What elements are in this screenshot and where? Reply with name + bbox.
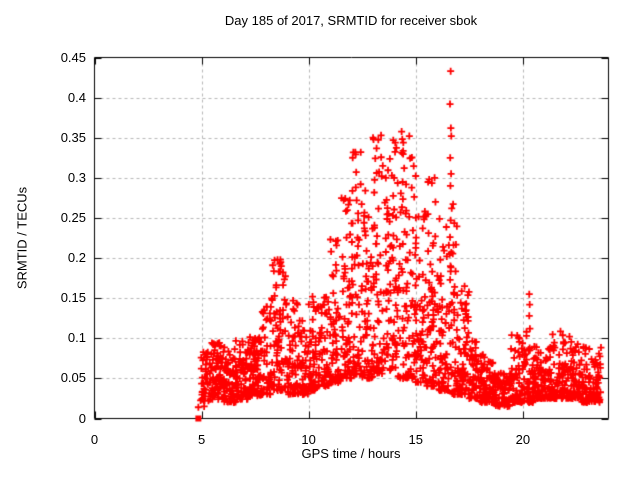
y-tick-label: 0.05 (60, 370, 86, 386)
y-tick-label: 0 (78, 410, 86, 426)
y-tick-label: 0.45 (60, 49, 86, 65)
y-tick-label: 0.1 (67, 330, 86, 346)
y-tick-label: 0.15 (60, 290, 86, 306)
x-axis-label: GPS time / hours (301, 446, 401, 461)
chart-title: Day 185 of 2017, SRMTID for receiver sbo… (224, 13, 478, 28)
x-tick-label: 0 (90, 432, 99, 447)
y-axis-label: SRMTID / TECUs (14, 186, 30, 290)
x-tick-label: 15 (408, 432, 423, 447)
y-tick-label: 0.25 (60, 209, 86, 225)
y-tick-label: 0.35 (60, 129, 86, 145)
x-tick-label: 20 (515, 432, 531, 447)
y-tick-label: 0.4 (67, 89, 86, 105)
x-tick-label: 5 (197, 432, 206, 447)
y-tick-label: 0.2 (67, 250, 86, 266)
x-tick-label: 10 (301, 432, 316, 447)
y-tick-label: 0.3 (67, 169, 86, 185)
